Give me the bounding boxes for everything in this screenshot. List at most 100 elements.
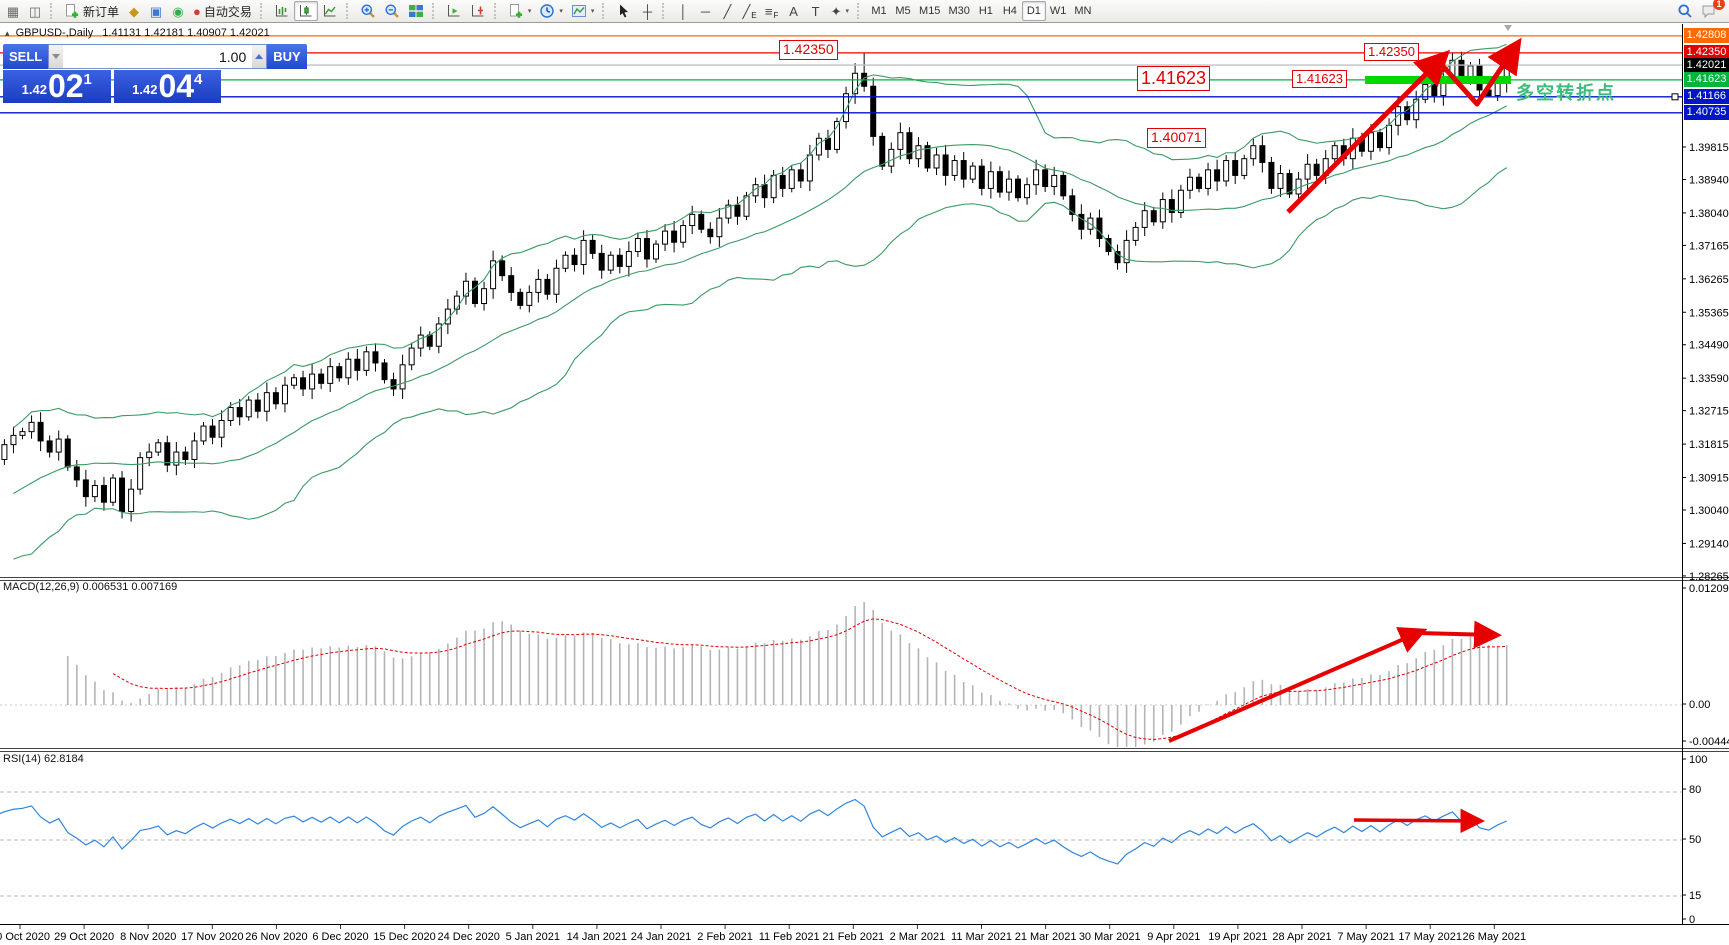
templates-button[interactable]: ▾	[567, 1, 599, 21]
buy-price-button[interactable]: 1.42 04 4	[113, 70, 221, 103]
price-flag-1.42350: 1.42350	[1684, 45, 1729, 61]
market-watch-icon[interactable]: ◆	[123, 1, 145, 21]
price-axis-label: 1.32715	[1689, 406, 1729, 418]
date-axis-label: 20 Oct 2020	[0, 931, 50, 943]
price-annotation-label[interactable]: 1.42350	[1364, 43, 1419, 62]
date-axis-label: 9 Apr 2021	[1147, 931, 1200, 943]
price-axis-label: 1.36265	[1689, 274, 1729, 286]
volume-control	[48, 44, 268, 69]
trend-arrow-main[interactable]	[1286, 49, 1451, 214]
periods-button[interactable]: ▾	[535, 1, 567, 21]
date-axis-label: 7 May 2021	[1337, 931, 1394, 943]
price-annotation-label[interactable]: 1.40071	[1147, 128, 1206, 148]
timeframe-m15[interactable]: M15	[915, 1, 944, 21]
horizontal-line-tool[interactable]: ─	[694, 1, 716, 21]
volume-decrease-button[interactable]	[49, 45, 64, 68]
sell-price-prefix: 1.42	[21, 82, 47, 98]
candlestick-chart-button[interactable]	[293, 1, 318, 21]
notifications-button[interactable]: 1	[1697, 0, 1725, 21]
trendline-tool-icon: ╱	[723, 3, 732, 19]
hline-selection-handle[interactable]	[1671, 93, 1679, 101]
macd-flat-arrow[interactable]	[1417, 620, 1502, 649]
profiles-button[interactable]: ◫	[24, 1, 46, 21]
price-flag-1.41623: 1.41623	[1684, 72, 1729, 88]
timeframe-h4[interactable]: H4	[998, 1, 1022, 21]
horizontal-line-tool-icon: ─	[700, 3, 711, 19]
collapse-panel-icon[interactable]: ▴	[5, 28, 10, 38]
toolbar-separator	[662, 3, 668, 19]
date-axis-label: 29 Oct 2020	[54, 931, 114, 943]
timeframe-w1[interactable]: W1	[1046, 1, 1071, 21]
date-axis-label: 21 Feb 2021	[822, 931, 884, 943]
toolbar-separator	[857, 3, 863, 19]
new-order-button-label: 新订单	[83, 4, 120, 19]
date-axis-label: 19 Apr 2021	[1208, 931, 1267, 943]
channel-tool[interactable]: ╱ E	[738, 1, 760, 21]
volume-input[interactable]	[63, 45, 253, 68]
price-annotation-label[interactable]: 1.41623	[1292, 70, 1347, 89]
zigzag-arrow[interactable]	[1439, 37, 1522, 107]
macd-scale-label: -0.004446	[1689, 736, 1729, 748]
rsi-scale-label: 80	[1689, 784, 1701, 796]
crosshair-tool-button[interactable]: ┼	[636, 1, 658, 21]
label-tool-icon: T	[811, 3, 820, 19]
vertical-line-tool[interactable]: │	[672, 1, 694, 21]
price-axis-label: 1.28265	[1689, 571, 1729, 583]
toolbar-separator	[345, 3, 352, 19]
timeframe-d1[interactable]: D1	[1021, 1, 1046, 21]
price-annotation-label[interactable]: 1.42350	[779, 40, 838, 60]
label-tool[interactable]: T	[805, 1, 827, 21]
triangle-down-icon	[52, 54, 61, 59]
dropdown-arrow-icon[interactable]: ▾	[845, 8, 850, 15]
dropdown-arrow-icon[interactable]: ▾	[527, 8, 532, 15]
data-window-icon[interactable]: ▣	[145, 1, 167, 21]
text-tool[interactable]: A	[783, 1, 805, 21]
sell-price-button[interactable]: 1.42 02 1	[3, 70, 111, 103]
volume-increase-button[interactable]	[252, 45, 267, 68]
date-axis-label: 6 Dec 2020	[312, 931, 368, 943]
macd-trend-arrow[interactable]	[1168, 627, 1428, 743]
vertical-line-tool-icon: │	[679, 3, 688, 19]
new-order-button[interactable]: 新订单	[60, 1, 123, 21]
timeframe-mn[interactable]: MN	[1070, 1, 1095, 21]
price-annotation-label[interactable]: 1.41623	[1137, 66, 1211, 91]
date-axis-label: 11 Mar 2021	[951, 931, 1012, 943]
date-axis-label: 24 Jan 2021	[631, 931, 692, 943]
fibonacci-tool[interactable]: ≡ F	[761, 1, 783, 21]
dropdown-arrow-icon[interactable]: ▾	[590, 8, 595, 15]
price-axis-label: 1.29140	[1689, 538, 1729, 550]
rsi-scale-label: 50	[1689, 834, 1701, 846]
arrows-tool[interactable]: ✦ ▾	[827, 1, 853, 21]
timeframe-m1[interactable]: M1	[867, 1, 891, 21]
chart-ohlc-values: 1.41131 1.42181 1.40907 1.42021	[102, 27, 270, 39]
turning-point-note[interactable]: 多空转折点	[1516, 83, 1616, 103]
trendline-tool[interactable]: ╱	[716, 1, 738, 21]
indicators-button[interactable]: ▾	[504, 1, 536, 21]
profiles-button-icon: ◫	[28, 3, 42, 19]
timeframe-h1[interactable]: H1	[974, 1, 998, 21]
date-axis-label: 8 Nov 2020	[120, 931, 176, 943]
toolbar-separator	[431, 3, 438, 19]
macd-scale-label: 0.01209	[1689, 583, 1729, 595]
sell-button[interactable]: SELL	[3, 44, 49, 69]
sell-price-pipette: 1	[83, 71, 92, 88]
rsi-flat-arrow[interactable]	[1353, 808, 1485, 834]
toolbar: ▦ ◫ 新订单 ◆ ▣ ◉ ● 自动交易 ▾ ▾ ▾ ┼ │ ─ ╱ ╱ E ≡ F A T ✦ ▾ M1 M5 M15 M30 H1…	[0, 0, 1729, 23]
price-axis-label: 1.34490	[1689, 340, 1729, 352]
autotrading-button-icon: ●	[193, 3, 201, 19]
chart-symbol-period: GBPUSD-,Daily	[15, 27, 94, 39]
new-chart-button[interactable]: ▦	[2, 1, 24, 21]
timeframe-m5[interactable]: M5	[891, 1, 915, 21]
autotrading-button[interactable]: ● 自动交易	[189, 1, 256, 21]
buy-button[interactable]: BUY	[267, 44, 307, 69]
chart-shift-marker[interactable]	[1504, 25, 1512, 31]
price-axis-label: 1.30915	[1689, 473, 1729, 485]
signals-icon-icon: ◉	[172, 3, 184, 19]
timeframe-m30[interactable]: M30	[944, 1, 973, 21]
rsi-scale-label: 15	[1689, 890, 1701, 902]
dropdown-arrow-icon[interactable]: ▾	[559, 8, 563, 15]
date-axis-label: 14 Jan 2021	[567, 931, 628, 943]
date-axis-label: 26 Nov 2020	[245, 931, 307, 943]
signals-icon[interactable]: ◉	[167, 1, 189, 21]
